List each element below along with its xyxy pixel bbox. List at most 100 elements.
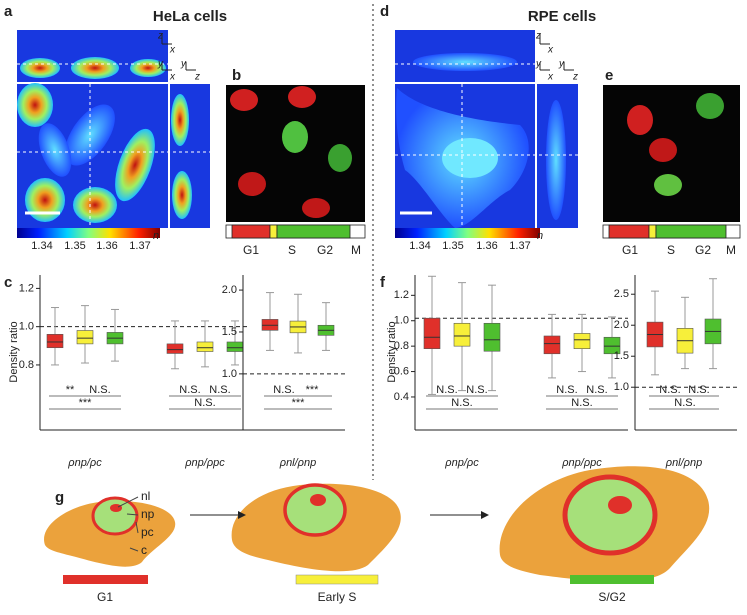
panel-letter: d <box>380 3 389 20</box>
phase-label: M <box>351 243 361 257</box>
category-label: ρnl/ρnp <box>279 457 316 469</box>
y-tick-label: 2.0 <box>222 284 237 296</box>
panel-title: HeLa cells <box>153 8 227 25</box>
cell-diagram <box>44 466 710 585</box>
colorbar <box>17 228 160 238</box>
axis-glyph-label: x <box>169 72 176 83</box>
y-axis-label: Density ratio <box>386 321 398 382</box>
significance-label: N.S. <box>179 384 200 396</box>
box <box>453 322 471 347</box>
significance-label: ** <box>66 384 75 396</box>
stage-label: G1 <box>97 590 113 604</box>
axis-glyph <box>539 34 574 71</box>
significance-label: N.S. <box>688 384 709 396</box>
significance-label: N.S. <box>89 384 110 396</box>
colorbar-tick-label: 1.34 <box>31 240 52 252</box>
box <box>543 335 561 355</box>
box <box>226 341 244 352</box>
colorbar <box>395 228 540 238</box>
colorbar-tick-label: 1.37 <box>509 240 530 252</box>
y-tick-label: 1.0 <box>19 321 34 333</box>
box <box>166 343 184 354</box>
y-tick-label: 1.2 <box>19 282 34 294</box>
stage-label: S/G2 <box>598 590 626 604</box>
colorbar-tick-label: 1.34 <box>409 240 430 252</box>
phase-label: S <box>667 243 675 257</box>
significance-label: N.S. <box>209 384 230 396</box>
category-label: ρnp/ρc <box>444 457 479 469</box>
microscopy-image <box>395 30 578 228</box>
box <box>423 317 441 349</box>
colorbar-unit: n <box>153 230 159 242</box>
axis-glyph-label: z <box>572 72 578 83</box>
panel-letter: c <box>4 274 12 291</box>
phase-label: S <box>288 243 296 257</box>
y-tick-label: 1.0 <box>222 368 237 380</box>
axis-glyph-label: x <box>547 72 554 83</box>
panel-letter: f <box>380 274 386 291</box>
significance-label: *** <box>79 397 93 409</box>
y-tick-label: 1.5 <box>614 350 629 362</box>
y-tick-label: 0.4 <box>394 391 409 403</box>
phase-label: G2 <box>695 243 711 257</box>
significance-label: N.S. <box>436 384 457 396</box>
significance-label: N.S. <box>273 384 294 396</box>
significance-label: N.S. <box>451 397 472 409</box>
phase-label: G1 <box>243 243 259 257</box>
y-tick-label: 0.6 <box>394 365 409 377</box>
panel-letter: g <box>55 489 64 506</box>
phase-label: G2 <box>317 243 333 257</box>
category-label: ρnp/ρpc <box>184 457 225 469</box>
compartment-label: nl <box>141 489 150 503</box>
y-tick-label: 1.2 <box>394 289 409 301</box>
y-axis-label: Density ratio <box>8 321 20 382</box>
fluorescence-image <box>226 85 365 222</box>
y-tick-label: 1.0 <box>394 315 409 327</box>
stage-label: Early S <box>318 590 357 604</box>
colorbar-unit: n <box>537 230 543 242</box>
significance-label: N.S. <box>556 384 577 396</box>
colorbar-ticks: 1.34 1.35 1.36 1.37n <box>409 230 543 252</box>
microscopy-image <box>17 30 210 228</box>
box <box>196 341 214 352</box>
significance-label: N.S. <box>194 397 215 409</box>
y-tick-label: 1.0 <box>614 381 629 393</box>
axis-glyph-label: z <box>157 31 163 42</box>
y-tick-label: 2.5 <box>614 288 629 300</box>
compartment-label: c <box>141 543 147 557</box>
compartment-label: pc <box>141 525 154 539</box>
significance-label: N.S. <box>466 384 487 396</box>
significance-label: N.S. <box>674 397 695 409</box>
significance-label: N.S. <box>586 384 607 396</box>
axis-glyph-label: y <box>558 59 565 70</box>
box <box>76 330 94 345</box>
y-tick-label: 0.8 <box>394 340 409 352</box>
cell-cycle-bar <box>602 224 741 239</box>
box <box>603 336 621 355</box>
axis-glyph <box>161 34 196 71</box>
panel-letter: e <box>605 67 613 84</box>
category-label: ρnp/ρc <box>67 457 102 469</box>
axis-glyph-label: x <box>547 45 554 56</box>
colorbar-ticks: 1.34 1.35 1.36 1.37n <box>31 230 159 252</box>
y-tick-label: 2.0 <box>614 319 629 331</box>
axis-glyph-label: y <box>535 59 542 70</box>
axis-glyph-label: y <box>180 59 187 70</box>
colorbar-tick-label: 1.36 <box>96 240 117 252</box>
axis-glyph-label: x <box>169 45 176 56</box>
colorbar-tick-label: 1.36 <box>476 240 497 252</box>
phase-label: G1 <box>622 243 638 257</box>
compartment-label: np <box>141 507 155 521</box>
axis-glyph-label: y <box>157 59 164 70</box>
phase-label: M <box>726 243 736 257</box>
panel-title: RPE cells <box>528 8 596 25</box>
panel-letter: a <box>4 3 13 20</box>
significance-label: *** <box>292 397 306 409</box>
significance-label: N.S. <box>659 384 680 396</box>
y-tick-label: 1.5 <box>222 326 237 338</box>
panel-letter: b <box>232 67 241 84</box>
category-label: ρnp/ρpc <box>561 457 602 469</box>
significance-label: N.S. <box>571 397 592 409</box>
colorbar-tick-label: 1.35 <box>64 240 85 252</box>
